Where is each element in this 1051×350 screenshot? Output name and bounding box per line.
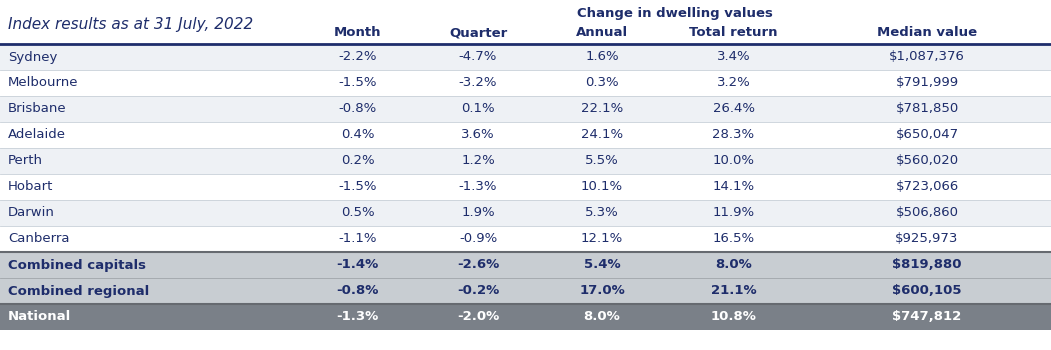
- Text: -0.2%: -0.2%: [457, 285, 499, 297]
- Text: Brisbane: Brisbane: [8, 103, 66, 116]
- Text: 0.1%: 0.1%: [461, 103, 495, 116]
- Bar: [0, 304, 1051, 330]
- Bar: [0, 96, 1051, 122]
- Text: -0.8%: -0.8%: [336, 285, 379, 297]
- Text: -1.3%: -1.3%: [458, 181, 497, 194]
- Bar: [0, 122, 1051, 148]
- Text: -1.4%: -1.4%: [336, 259, 379, 272]
- Text: $791,999: $791,999: [895, 77, 959, 90]
- Text: 17.0%: 17.0%: [579, 285, 625, 297]
- Text: Melbourne: Melbourne: [8, 77, 79, 90]
- Text: 10.1%: 10.1%: [581, 181, 623, 194]
- Bar: [0, 70, 1051, 96]
- Text: 5.5%: 5.5%: [585, 154, 619, 168]
- Text: 5.4%: 5.4%: [583, 259, 620, 272]
- Text: 12.1%: 12.1%: [581, 232, 623, 245]
- Bar: [0, 278, 1051, 304]
- Bar: [0, 200, 1051, 226]
- Text: Total return: Total return: [689, 27, 778, 40]
- Text: Month: Month: [334, 27, 382, 40]
- Text: -0.8%: -0.8%: [338, 103, 377, 116]
- Text: 0.3%: 0.3%: [585, 77, 619, 90]
- Text: -1.3%: -1.3%: [336, 310, 379, 323]
- Text: Perth: Perth: [8, 154, 43, 168]
- Bar: [0, 174, 1051, 200]
- Text: -0.9%: -0.9%: [459, 232, 497, 245]
- Text: Canberra: Canberra: [8, 232, 69, 245]
- Text: 11.9%: 11.9%: [713, 206, 755, 219]
- Text: $506,860: $506,860: [895, 206, 959, 219]
- Text: 21.1%: 21.1%: [710, 285, 757, 297]
- Text: 26.4%: 26.4%: [713, 103, 755, 116]
- Text: $819,880: $819,880: [892, 259, 962, 272]
- Text: 0.2%: 0.2%: [341, 154, 374, 168]
- Text: 5.3%: 5.3%: [585, 206, 619, 219]
- Text: -2.2%: -2.2%: [338, 50, 377, 63]
- Text: $600,105: $600,105: [892, 285, 962, 297]
- Text: 0.5%: 0.5%: [341, 206, 374, 219]
- Text: Quarter: Quarter: [449, 27, 508, 40]
- Text: 3.6%: 3.6%: [461, 128, 495, 141]
- Text: $925,973: $925,973: [895, 232, 959, 245]
- Text: Darwin: Darwin: [8, 206, 55, 219]
- Text: 22.1%: 22.1%: [581, 103, 623, 116]
- Text: -2.0%: -2.0%: [457, 310, 499, 323]
- Text: 8.0%: 8.0%: [715, 259, 751, 272]
- Text: -1.5%: -1.5%: [338, 181, 377, 194]
- Text: 1.9%: 1.9%: [461, 206, 495, 219]
- Text: 24.1%: 24.1%: [581, 128, 623, 141]
- Text: 0.4%: 0.4%: [341, 128, 374, 141]
- Text: $650,047: $650,047: [895, 128, 959, 141]
- Text: 14.1%: 14.1%: [713, 181, 755, 194]
- Text: 10.8%: 10.8%: [710, 310, 757, 323]
- Text: -1.1%: -1.1%: [338, 232, 377, 245]
- Text: Sydney: Sydney: [8, 50, 58, 63]
- Text: $723,066: $723,066: [895, 181, 959, 194]
- Text: 3.4%: 3.4%: [717, 50, 750, 63]
- Text: Index results as at 31 July, 2022: Index results as at 31 July, 2022: [8, 16, 253, 32]
- Text: Median value: Median value: [877, 27, 977, 40]
- Text: National: National: [8, 310, 71, 323]
- Bar: [0, 44, 1051, 70]
- Text: Combined capitals: Combined capitals: [8, 259, 146, 272]
- Text: -2.6%: -2.6%: [457, 259, 499, 272]
- Text: Hobart: Hobart: [8, 181, 54, 194]
- Text: $747,812: $747,812: [892, 310, 962, 323]
- Text: 28.3%: 28.3%: [713, 128, 755, 141]
- Bar: [0, 4, 1051, 44]
- Text: 16.5%: 16.5%: [713, 232, 755, 245]
- Text: -3.2%: -3.2%: [458, 77, 497, 90]
- Bar: [0, 252, 1051, 278]
- Bar: [0, 226, 1051, 252]
- Text: Change in dwelling values: Change in dwelling values: [577, 7, 774, 20]
- Text: -4.7%: -4.7%: [459, 50, 497, 63]
- Text: Adelaide: Adelaide: [8, 128, 66, 141]
- Text: 8.0%: 8.0%: [583, 310, 620, 323]
- Text: 10.0%: 10.0%: [713, 154, 755, 168]
- Text: 1.2%: 1.2%: [461, 154, 495, 168]
- Text: 1.6%: 1.6%: [585, 50, 619, 63]
- Bar: [0, 148, 1051, 174]
- Text: Annual: Annual: [576, 27, 628, 40]
- Text: Combined regional: Combined regional: [8, 285, 149, 297]
- Text: $781,850: $781,850: [895, 103, 959, 116]
- Text: $1,087,376: $1,087,376: [889, 50, 965, 63]
- Text: 3.2%: 3.2%: [717, 77, 750, 90]
- Text: -1.5%: -1.5%: [338, 77, 377, 90]
- Text: $560,020: $560,020: [895, 154, 959, 168]
